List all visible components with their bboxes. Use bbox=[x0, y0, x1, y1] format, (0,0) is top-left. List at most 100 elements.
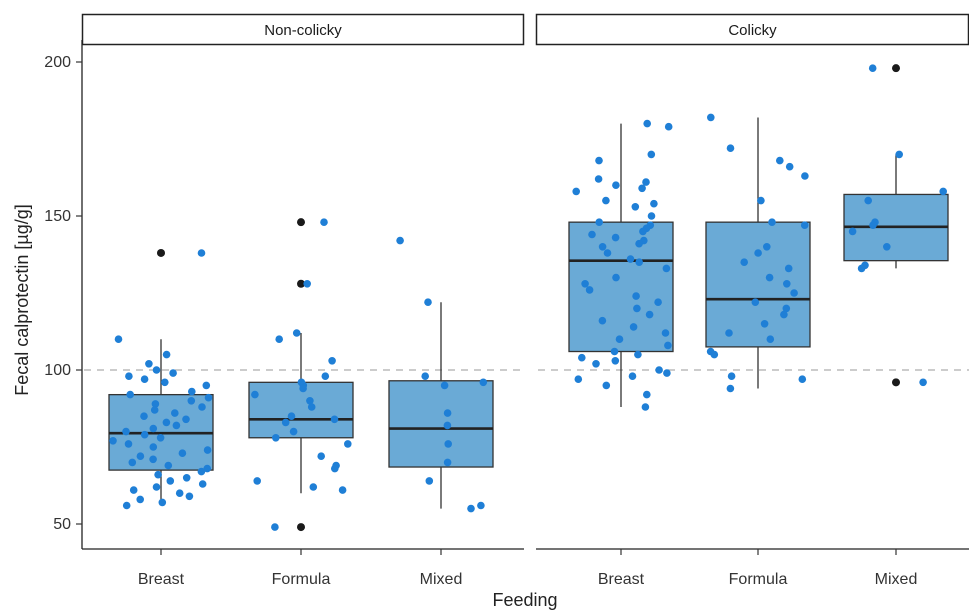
data-point bbox=[109, 437, 117, 445]
data-point bbox=[141, 431, 149, 439]
data-point bbox=[253, 477, 261, 485]
data-point bbox=[648, 151, 656, 159]
data-point bbox=[786, 163, 794, 171]
outlier-point bbox=[297, 218, 305, 226]
x-tick-label: Breast bbox=[138, 571, 185, 588]
data-point bbox=[603, 382, 611, 390]
data-point bbox=[163, 419, 171, 427]
data-point bbox=[707, 114, 715, 122]
data-point bbox=[171, 409, 179, 417]
data-point bbox=[122, 428, 130, 436]
data-point bbox=[320, 218, 328, 226]
data-point bbox=[633, 305, 641, 313]
data-point bbox=[768, 218, 776, 226]
x-tick-label: Mixed bbox=[875, 571, 918, 588]
data-point bbox=[204, 446, 212, 454]
data-point bbox=[663, 265, 671, 273]
data-point bbox=[331, 465, 339, 473]
data-point bbox=[581, 280, 589, 288]
data-point bbox=[317, 452, 325, 460]
x-axis-title: Feeding bbox=[492, 590, 557, 610]
data-point bbox=[642, 403, 650, 411]
data-point bbox=[919, 379, 927, 387]
data-point bbox=[869, 221, 877, 229]
data-point bbox=[125, 372, 133, 380]
data-point bbox=[467, 505, 475, 513]
data-point bbox=[895, 151, 903, 159]
data-point bbox=[150, 425, 158, 433]
data-point bbox=[757, 197, 765, 205]
data-point bbox=[578, 354, 586, 362]
data-point bbox=[785, 265, 793, 273]
data-point bbox=[198, 403, 206, 411]
data-point bbox=[125, 440, 133, 448]
data-point bbox=[339, 486, 347, 494]
data-point bbox=[664, 342, 672, 350]
data-point bbox=[205, 394, 213, 402]
data-point bbox=[251, 391, 259, 399]
y-tick-label: 50 bbox=[53, 516, 71, 533]
data-point bbox=[612, 274, 620, 282]
data-point bbox=[595, 218, 603, 226]
outlier-point bbox=[297, 523, 305, 531]
data-point bbox=[145, 360, 153, 368]
data-point bbox=[179, 449, 187, 457]
data-point bbox=[303, 280, 311, 288]
data-point bbox=[137, 452, 145, 460]
data-point bbox=[858, 265, 866, 273]
data-point bbox=[727, 144, 735, 152]
data-point bbox=[159, 499, 167, 507]
data-point bbox=[630, 323, 638, 331]
data-point bbox=[655, 366, 663, 374]
data-point bbox=[595, 157, 603, 165]
data-point bbox=[663, 369, 671, 377]
data-point bbox=[728, 372, 736, 380]
data-point bbox=[157, 434, 165, 442]
data-point bbox=[766, 274, 774, 282]
data-point bbox=[186, 493, 194, 501]
data-point bbox=[635, 240, 643, 248]
data-point bbox=[165, 462, 173, 470]
data-point bbox=[275, 335, 283, 343]
data-point bbox=[115, 335, 123, 343]
data-point bbox=[662, 329, 670, 337]
data-point bbox=[761, 320, 769, 328]
data-point bbox=[150, 443, 158, 451]
data-point bbox=[153, 366, 161, 374]
data-point bbox=[198, 468, 206, 476]
data-point bbox=[612, 181, 620, 189]
data-point bbox=[444, 422, 452, 430]
data-point bbox=[612, 234, 620, 242]
data-point bbox=[939, 188, 947, 196]
data-point bbox=[444, 459, 452, 467]
data-point bbox=[396, 237, 404, 245]
data-point bbox=[140, 412, 148, 420]
data-point bbox=[763, 243, 771, 251]
strip-label: Colicky bbox=[728, 22, 777, 39]
data-point bbox=[572, 188, 580, 196]
data-point bbox=[272, 434, 280, 442]
data-point bbox=[136, 496, 144, 504]
data-point bbox=[869, 64, 877, 72]
box bbox=[389, 381, 493, 467]
data-point bbox=[727, 385, 735, 393]
data-point bbox=[173, 422, 181, 430]
data-point bbox=[288, 412, 296, 420]
data-point bbox=[199, 480, 207, 488]
data-point bbox=[801, 172, 809, 180]
data-point bbox=[271, 523, 279, 531]
data-point bbox=[599, 317, 607, 325]
outlier-point bbox=[892, 378, 900, 386]
box bbox=[706, 222, 810, 347]
data-point bbox=[183, 474, 191, 482]
data-point bbox=[602, 197, 610, 205]
data-point bbox=[648, 212, 656, 220]
data-point bbox=[799, 375, 807, 383]
data-point bbox=[604, 249, 612, 257]
data-point bbox=[801, 221, 809, 229]
data-point bbox=[444, 440, 452, 448]
data-point bbox=[322, 372, 330, 380]
data-point bbox=[635, 258, 643, 266]
data-point bbox=[665, 123, 673, 131]
